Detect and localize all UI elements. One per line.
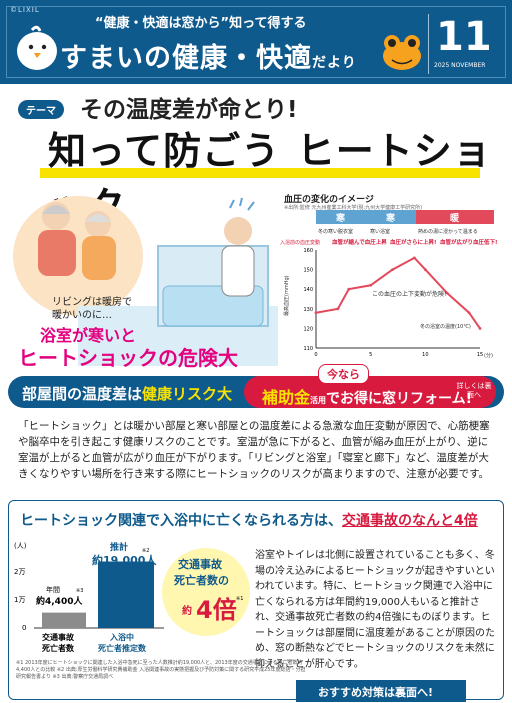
bar1-note: ※3: [76, 588, 83, 594]
callout-circle: [162, 548, 250, 636]
header-frame: [6, 6, 506, 78]
chart-axes: 110 120 130 140 150 160 0 5 10 15: [303, 248, 483, 358]
deaths-bar-chart: (人) 2万 1万 0 年間 約4,400人 ※3 推計 約19,000人 ※2…: [14, 541, 250, 653]
bar2-category: 入浴中: [109, 632, 134, 642]
theme-badge: テーマ: [18, 100, 64, 119]
recommend-link[interactable]: おすすめ対策は裏面へ!: [318, 686, 434, 699]
issue-box: [428, 14, 496, 74]
stage-label: 寒: [385, 212, 396, 224]
y-tick-label: 110: [303, 346, 313, 352]
data-point: [336, 307, 340, 311]
stage-label: 暖: [450, 212, 460, 224]
bar-ytick: 1万: [14, 596, 25, 604]
event-label: 血管が縮んで血圧上昇: [332, 238, 387, 246]
x-unit: (分): [484, 352, 493, 359]
x-tick-label: 10: [422, 352, 428, 358]
chick-mascot-icon: [17, 25, 57, 70]
title-highlight: [40, 168, 480, 178]
data-point: [391, 268, 394, 271]
header-slogan: “健康・快適は窓から”知って得する: [95, 16, 307, 31]
bar-ytick: 0: [22, 624, 26, 632]
callout-text: 約: [182, 604, 192, 617]
series-line: [315, 256, 481, 329]
callout-value: 4倍: [196, 596, 237, 624]
bar-ytick: 2万: [14, 568, 25, 576]
risk-band-text: 部屋間の温度差は健康リスク大: [22, 385, 233, 403]
newsletter-title: すまいの健康・快適だより: [60, 43, 357, 74]
y-tick-label: 140: [303, 287, 313, 293]
bar2-note: ※2: [142, 548, 149, 554]
y-tick-label: 150: [303, 268, 313, 274]
bar1-category: 交通事故: [42, 632, 75, 642]
stage-cold-2: [366, 210, 416, 224]
x-tick-label: 0: [314, 352, 317, 358]
data-point: [445, 291, 449, 295]
callout-text: 交通事故: [178, 557, 223, 571]
data-point: [423, 268, 427, 271]
bar-bath: [98, 561, 154, 628]
data-point: [347, 287, 351, 291]
callout-text: 死亡者数の: [174, 573, 229, 587]
event-label: 血圧がさらに上昇!: [390, 238, 437, 246]
y-axis-label: 最高血圧(mmHg): [283, 275, 290, 316]
body-paragraph: 「ヒートショック」とは暖かい部屋と寒い部屋との温度差による急激な血圧変動が原因で…: [18, 420, 490, 480]
x-tick-label: 5: [369, 352, 372, 358]
chart-title: 血圧の変化のイメージ: [284, 195, 374, 205]
data-point: [478, 327, 482, 330]
bar1-category: 死亡者数: [41, 643, 75, 653]
stage-cold-1: [316, 210, 366, 224]
event-label: 血管が広がり血圧低下!: [440, 238, 498, 246]
event-label: 入浴前の血圧変動: [280, 239, 320, 246]
center-note: この血圧の上下変動が危険!: [372, 290, 446, 298]
recommend-band[interactable]: [296, 680, 466, 702]
stats-heading: ヒートショック関連で入浴中に亡くなられる方は、交通事故のなんと4倍: [20, 513, 478, 529]
brand-logo: ©LIXIL: [10, 6, 40, 14]
stage-label: 寒: [335, 212, 346, 224]
frog-mascot-icon: [383, 35, 421, 70]
data-point: [369, 283, 373, 287]
subsidy-band: [244, 376, 496, 408]
footnotes: ※1 2013年度にヒートショックに関連した入浴中急死に至った人数推計約19,0…: [16, 660, 306, 680]
more-link[interactable]: 詳しくは裏面へ: [456, 382, 492, 399]
stage-warm: [416, 210, 494, 224]
living-note: リビングは暖房で 暖かいのに…: [52, 297, 132, 321]
bar2-category: 死亡者推定数: [97, 643, 147, 653]
stage-note: 冬の寒い脱衣室: [318, 228, 353, 235]
bar1-value: 約4,400人: [36, 595, 83, 607]
subsidy-band-text: 補助金活用でお得に窓リフォーム!: [262, 388, 472, 407]
y-tick-label: 160: [303, 248, 313, 254]
blood-pressure-chart: 寒 寒 暖 冬の寒い脱衣室 寒い浴室 熱めの湯に浸かって温まる 入浴前の血圧変動…: [280, 210, 498, 359]
stats-paragraph: 浴室やトイレは北側に設置されていることも多く、冬場の冷え込みによるヒートショック…: [255, 550, 495, 670]
heat-shock-illustration: [13, 196, 278, 366]
stage-note: 熱めの湯に浸かって温まる: [418, 228, 478, 235]
stats-box: [8, 500, 504, 700]
issue-date: 2025 NOVEMBER: [434, 62, 486, 69]
data-point: [314, 311, 318, 315]
issue-number: 11: [436, 14, 492, 60]
data-point: [413, 256, 416, 260]
theme-subtitle: その温度差が命とり!: [80, 97, 298, 123]
bar2-value: 約19,000人: [92, 553, 157, 567]
now-badge: 今なら: [318, 364, 369, 384]
y-tick-label: 120: [303, 326, 313, 332]
stage-note: 寒い浴室: [370, 228, 390, 235]
callout-note: ※1: [236, 596, 243, 602]
heat-shock-danger-note: ヒートショックの危険大: [18, 346, 238, 370]
bar-unit: (人): [14, 542, 27, 550]
data-point: [467, 311, 471, 315]
ambient-note: 冬の浴室の温度(10℃): [420, 323, 471, 330]
bar-traffic: [42, 612, 86, 628]
bar1-label: 年間: [46, 585, 60, 594]
chart-source: ※出所:監修 元九州産業工科大学(現:九州大学健康工学研究所): [284, 205, 423, 211]
x-tick-label: 15: [477, 352, 483, 358]
y-tick-label: 130: [303, 307, 313, 313]
chart-line: [314, 256, 482, 330]
bar2-label: 推計: [110, 541, 128, 553]
bath-cold-note: 浴室が寒いと: [40, 326, 137, 345]
